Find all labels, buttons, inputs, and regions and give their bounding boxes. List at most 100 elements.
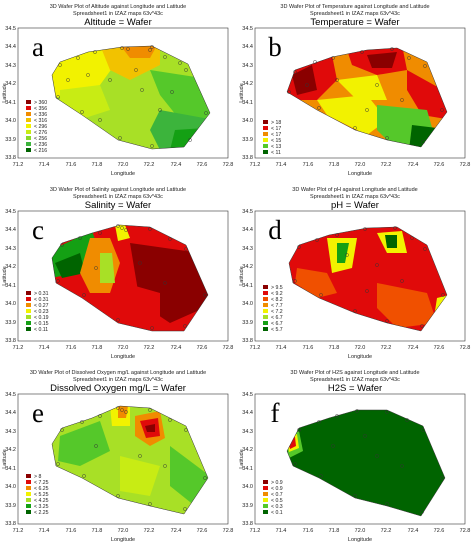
legend-swatch [26, 303, 31, 307]
panel-d-xtick: 71.4 [276, 345, 287, 351]
legend-swatch [263, 297, 268, 301]
panel-f-xtick: 71.2 [250, 528, 261, 534]
legend-swatch [263, 309, 268, 313]
panel-c-yticks: 33.8 33.9 34.0 34.1 34.2 34.3 34.4 34.5 [5, 209, 16, 344]
panel-d-map [288, 226, 448, 332]
panel-c-xtick: 72.6 [197, 345, 208, 351]
panel-d-xtick: 71.2 [250, 345, 261, 351]
panel-d-xtick: 72.2 [381, 345, 392, 351]
panel-b-title: Temperature = Wafer [310, 17, 399, 28]
panel-c-title: Salinity = Wafer [85, 200, 151, 211]
panel-f-xtick: 72.2 [381, 528, 392, 534]
panel-f-ylabel: Latitude [239, 449, 245, 469]
legend-label: < 15 [271, 138, 281, 144]
legend-label: < 236 [34, 142, 47, 148]
panel-f-ytick: 34.3 [242, 429, 253, 435]
panel-a-xtick: 72.4 [171, 162, 182, 168]
panel-e-ytick: 34.0 [5, 484, 16, 490]
panel-f-map [286, 409, 446, 517]
legend-swatch [263, 504, 268, 508]
legend-swatch [26, 510, 31, 514]
panel-d-xtick: 72.6 [434, 345, 445, 351]
panel-b-ytick: 34.4 [242, 44, 253, 50]
panel-d-letter: d [261, 215, 289, 245]
panel-b: 3D Wafer Plot of Temperature against Lon… [237, 0, 474, 183]
legend-label: < 0.1 [271, 510, 283, 516]
legend-swatch [26, 498, 31, 502]
legend-swatch [26, 130, 31, 134]
panel-e-ytick: 34.5 [5, 392, 16, 398]
legend-swatch [263, 327, 268, 331]
panel-d-ytick: 34.1 [242, 283, 253, 289]
legend-label: < 0.15 [34, 321, 49, 327]
panel-a-xtick: 72.0 [118, 162, 129, 168]
panel-a-letter: a [24, 32, 52, 62]
panel-c-svg: 3D Wafer Plot of Salinity against Longit… [2, 187, 234, 360]
panel-f-suptitle: 3D Wafer Plot of H2S against Longitude a… [290, 370, 419, 376]
legend-swatch [263, 321, 268, 325]
panel-c-xtick: 72.8 [223, 345, 234, 351]
legend-label: < 7.25 [34, 480, 49, 486]
legend-label: < 0.31 [34, 297, 49, 303]
panel-f-xtick: 71.4 [276, 528, 287, 534]
legend-label: < 9.2 [271, 291, 283, 297]
panel-b-xtick: 71.4 [276, 162, 287, 168]
panel-c-ytick: 34.5 [5, 209, 16, 215]
panel-b-ytick: 33.8 [242, 155, 253, 161]
panel-c-ytick: 33.8 [5, 338, 16, 344]
panel-d-ytick: 34.0 [242, 301, 253, 307]
legend-label: < 8.2 [271, 297, 283, 303]
legend-swatch [263, 150, 268, 154]
legend-label: < 316 [34, 118, 47, 124]
legend-label: < 0.23 [34, 309, 49, 315]
panel-a-ytick: 34.4 [5, 44, 16, 50]
panel-a: 3D Wafer Plot of Altitude against Longit… [0, 0, 237, 183]
panel-f-subtitle: Spreadsheet1 in IZAZ maps 63v*43c [310, 377, 400, 383]
panel-f-svg: 3D Wafer Plot of H2S against Longitude a… [239, 370, 471, 543]
legend-label: < 11 [271, 150, 281, 156]
legend-swatch [26, 136, 31, 140]
legend-label: < 3.25 [34, 504, 49, 510]
panel-d-xtick: 72.8 [460, 345, 471, 351]
panel-a-xtick: 71.4 [39, 162, 50, 168]
panel-d-ytick: 33.9 [242, 320, 253, 326]
legend-label: < 5.25 [34, 492, 49, 498]
legend-label: > 0.31 [34, 291, 49, 297]
legend-swatch [26, 504, 31, 508]
panel-d-ytick: 34.4 [242, 227, 253, 233]
legend-label: < 336 [34, 112, 47, 118]
panel-b-suptitle: 3D Wafer Plot of Temperature against Lon… [280, 4, 429, 10]
panel-b-xlabel: Longitude [348, 171, 372, 177]
legend-label: < 0.3 [271, 504, 283, 510]
panel-c-subtitle: Spreadsheet1 in IZAZ maps 63v*43c [73, 194, 163, 200]
legend-label: < 0.5 [271, 498, 283, 504]
legend-label: < 13 [271, 144, 281, 150]
panel-b-letter: b [261, 32, 289, 62]
panel-f-xtick: 71.8 [329, 528, 340, 534]
legend-label: < 7.2 [271, 309, 283, 315]
panel-c-xtick: 71.2 [13, 345, 24, 351]
panel-c-xtick: 71.6 [66, 345, 77, 351]
panel-c-ytick: 34.1 [5, 283, 16, 289]
panel-d-ytick: 34.3 [242, 246, 253, 252]
legend-swatch [263, 138, 268, 142]
panel-e-xtick: 72.2 [144, 528, 155, 534]
panel-d-svg: 3D Wafer Plot of pH against Longitude an… [239, 187, 471, 360]
panel-c-suptitle: 3D Wafer Plot of Salinity against Longit… [50, 187, 186, 193]
panel-a-xticks: 71.2 71.4 71.6 71.8 72.0 72.2 72.4 72.6 … [13, 162, 234, 168]
panel-d-yticks: 33.8 33.9 34.0 34.1 34.2 34.3 34.4 34.5 [242, 209, 253, 344]
legend-label: < 6.7 [271, 321, 283, 327]
panel-b-xticks: 71.2 71.4 71.6 71.8 72.0 72.2 72.4 72.6 … [250, 162, 471, 168]
legend-label: < 0.7 [271, 492, 283, 498]
panel-c-ytick: 34.0 [5, 301, 16, 307]
panel-b-xtick: 72.6 [434, 162, 445, 168]
panel-c-legend: > 0.31 < 0.31 < 0.27 < 0.23 < 0.19 < 0.1… [26, 291, 49, 333]
panel-f-xtick: 72.8 [460, 528, 471, 534]
panel-c-xticks: 71.2 71.4 71.6 71.8 72.0 72.2 72.4 72.6 … [13, 345, 234, 351]
panel-d-ytick: 34.5 [242, 209, 253, 215]
panel-a-suptitle: 3D Wafer Plot of Altitude against Longit… [50, 4, 186, 10]
panel-a-svg: 3D Wafer Plot of Altitude against Longit… [2, 4, 234, 177]
panel-a-ytick: 34.3 [5, 63, 16, 69]
panel-e-subtitle: Spreadsheet1 in IZAZ maps 63v*43c [73, 377, 163, 383]
panel-d-legend: > 9.5 < 9.2 < 8.2 < 7.7 < 7.2 < 6.7 < 6.… [263, 285, 283, 333]
